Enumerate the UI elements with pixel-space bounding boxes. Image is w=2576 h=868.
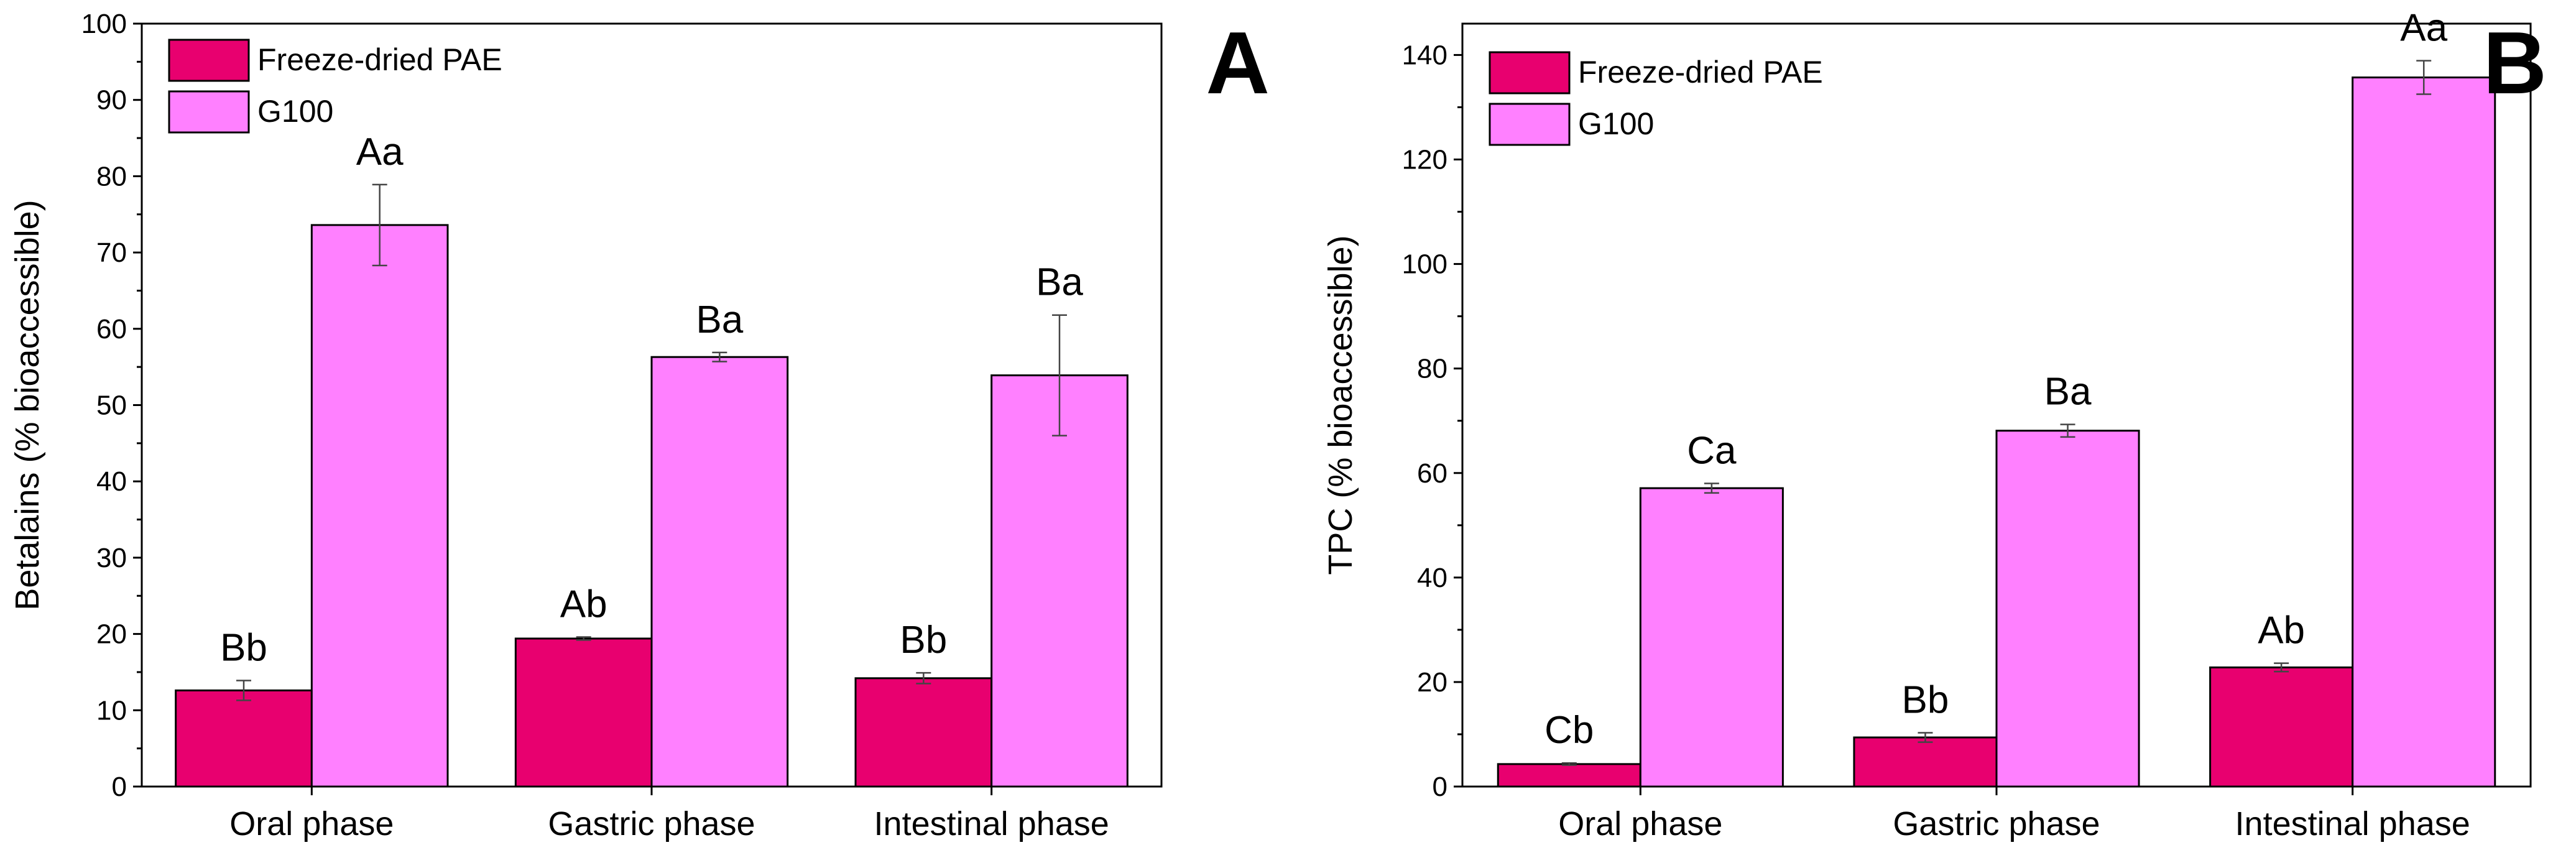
bar xyxy=(650,356,789,788)
y-tick-label: 80 xyxy=(1417,354,1447,384)
bar xyxy=(514,637,653,788)
y-tick-label: 140 xyxy=(1402,40,1447,70)
data-label: Ba xyxy=(2044,371,2092,413)
bar xyxy=(2209,666,2354,788)
y-tick-label: 100 xyxy=(81,9,127,39)
data-label: Ca xyxy=(1687,430,1737,473)
y-tick-label: 60 xyxy=(96,314,127,344)
legend-label: Freeze-dried PAE xyxy=(1578,55,1823,90)
y-tick-label: 60 xyxy=(1417,458,1447,489)
y-tick-label: 0 xyxy=(1433,772,1447,802)
bar xyxy=(1497,763,1641,788)
y-axis-label: TPC (% bioaccessible) xyxy=(1322,235,1359,575)
bar xyxy=(310,224,449,788)
legend-swatch xyxy=(1489,103,1571,146)
legend-label: Freeze-dried PAE xyxy=(257,42,502,77)
legend-swatch xyxy=(1489,51,1571,95)
bar xyxy=(854,677,993,788)
data-label: Aa xyxy=(356,131,404,173)
bar xyxy=(1639,487,1784,788)
data-label: Ba xyxy=(1036,261,1083,304)
chart-panel-b: 0 20 40 60 80 100 120 140 TPC (% bioaccessible) O… xyxy=(1322,7,2547,843)
x-tick-label: Intestinal phase xyxy=(2235,805,2470,843)
x-tick-label: Intestinal phase xyxy=(874,805,1109,843)
y-axis-label: Betalains (% bioaccessible) xyxy=(9,200,46,610)
data-label: Ba xyxy=(696,298,743,341)
y-tick-label: 100 xyxy=(1402,249,1447,280)
data-label: Bb xyxy=(1902,678,1949,721)
y-tick-label: 40 xyxy=(96,466,127,497)
panel-label: A xyxy=(1206,14,1270,113)
y-tick-label: 0 xyxy=(112,772,127,802)
data-label: Ab xyxy=(560,583,607,626)
y-tick-label: 70 xyxy=(96,238,127,268)
bar xyxy=(1853,736,1998,788)
data-label: Ab xyxy=(2258,609,2305,652)
data-label: Bb xyxy=(220,626,267,669)
legend-swatch xyxy=(168,90,250,134)
bar xyxy=(175,689,313,788)
y-tick-label: 50 xyxy=(96,390,127,421)
x-tick-label: Gastric phase xyxy=(548,805,755,843)
y-tick-label: 80 xyxy=(96,161,127,192)
data-label: Aa xyxy=(2400,7,2447,50)
chart-panel-a: 0 10 20 30 40 50 60 70 80 90 100 Betalains (% bioac… xyxy=(9,9,1270,843)
x-tick-label: Oral phase xyxy=(229,805,394,843)
data-label: Bb xyxy=(900,619,947,662)
bar xyxy=(990,374,1129,788)
legend-label: G100 xyxy=(1578,106,1654,141)
y-tick-label: 120 xyxy=(1402,145,1447,175)
bar xyxy=(2352,76,2496,788)
y-tick-label: 30 xyxy=(96,543,127,573)
y-tick-label: 40 xyxy=(1417,563,1447,593)
y-tick-label: 20 xyxy=(96,619,127,650)
x-tick-label: Oral phase xyxy=(1558,805,1722,843)
panel-label: B xyxy=(2483,14,2547,113)
legend-swatch xyxy=(168,39,250,82)
legend-label: G100 xyxy=(257,94,333,129)
bar xyxy=(1995,430,2140,788)
data-label: Cb xyxy=(1544,709,1594,752)
x-tick-label: Gastric phase xyxy=(1893,805,2100,843)
y-tick-label: 20 xyxy=(1417,667,1447,698)
y-tick-label: 10 xyxy=(96,695,127,726)
y-tick-label: 90 xyxy=(96,85,127,116)
